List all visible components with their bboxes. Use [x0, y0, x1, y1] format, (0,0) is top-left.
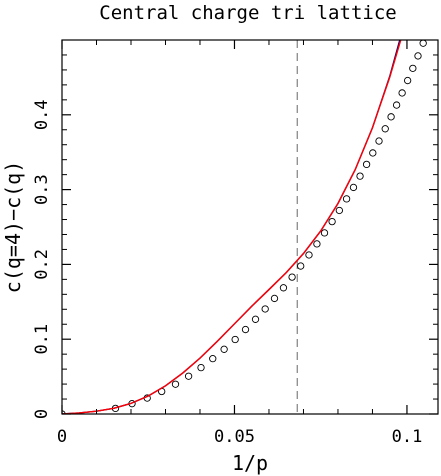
data-point: [375, 137, 383, 145]
data-point: [387, 113, 395, 121]
axes-layer: 0 0.05 0.1 0 0.1 0.2 0.3 0.4: [32, 40, 438, 447]
data-point: [320, 229, 329, 237]
data-point: [362, 160, 371, 169]
data-point: [297, 262, 305, 270]
data-point: [342, 195, 351, 203]
data-point: [381, 125, 389, 133]
y-tick-label: 0: [32, 409, 52, 419]
data-point: [419, 40, 427, 47]
data-point: [403, 76, 412, 85]
data-point: [184, 372, 193, 380]
data-point: [279, 284, 288, 292]
data-point: [369, 149, 377, 157]
data-point: [305, 251, 313, 259]
data-point: [425, 28, 431, 34]
fit-curve: [62, 40, 401, 414]
x-tick-label: 0.05: [214, 427, 255, 447]
data-point: [414, 52, 422, 60]
chart-title: Central charge tri lattice: [99, 2, 396, 24]
data-point: [197, 363, 205, 372]
fit-curve: [62, 40, 402, 414]
x-tick-label: 0: [57, 427, 67, 447]
data-point: [251, 315, 260, 323]
data-point: [288, 273, 296, 281]
series-layer: [62, 28, 431, 414]
data-point: [171, 380, 180, 388]
data-point: [328, 217, 336, 226]
data-point: [409, 64, 417, 72]
y-tick-label: 0.3: [32, 174, 52, 205]
data-point: [270, 294, 279, 303]
data-point: [392, 101, 401, 109]
data-point: [349, 183, 358, 192]
data-point: [335, 206, 343, 215]
data-point: [261, 305, 269, 313]
data-point: [313, 240, 321, 248]
x-axis-label: 1/p: [232, 451, 268, 475]
data-point: [241, 325, 250, 334]
y-tick-label: 0.2: [32, 249, 52, 280]
data-point: [220, 345, 228, 353]
data-point: [209, 354, 217, 363]
plot-frame: [61, 39, 439, 415]
data-point: [356, 172, 364, 180]
data-point: [398, 89, 406, 97]
x-tick-label: 0.1: [392, 427, 423, 447]
data-point: [231, 335, 239, 344]
y-axis-label: c(q=4)−c(q): [1, 161, 25, 293]
y-tick-label: 0.1: [32, 324, 52, 355]
y-tick-label: 0.4: [32, 99, 52, 130]
